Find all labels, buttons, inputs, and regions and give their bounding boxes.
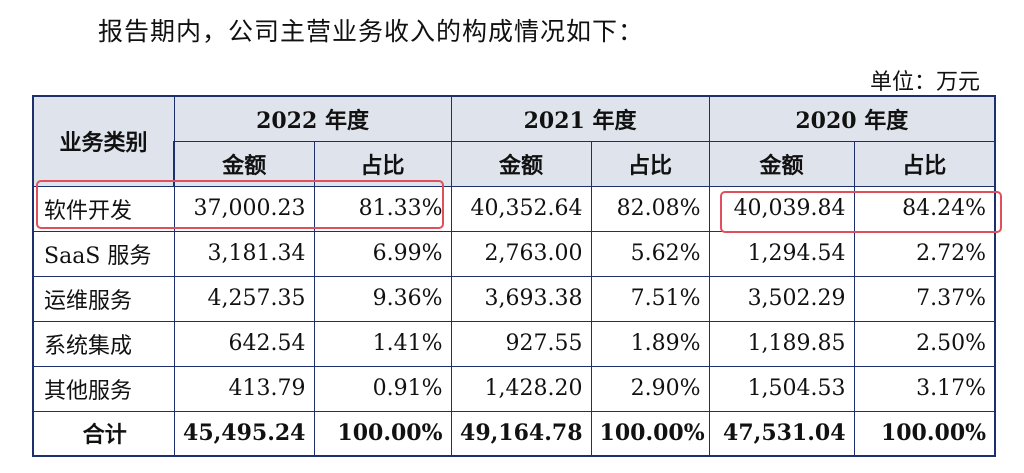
amount-cell: 1,504.53 bbox=[708, 365, 855, 412]
amount-cell: 40,039.84 bbox=[708, 185, 855, 232]
amount-cell: 642.54 bbox=[173, 320, 315, 367]
amount-cell: 40,352.64 bbox=[450, 185, 592, 232]
ratio-cell: 2.72% bbox=[853, 230, 997, 277]
total-ratio-cell: 100.00% bbox=[313, 410, 452, 457]
ratio-header: 占比 bbox=[590, 140, 710, 187]
ratio-header: 占比 bbox=[313, 140, 452, 187]
amount-cell: 1,189.85 bbox=[708, 320, 855, 367]
year-header-2021: 2021 年度 bbox=[450, 95, 710, 142]
total-amount-cell: 47,531.04 bbox=[708, 410, 855, 457]
header-row-years: 业务类别 2022 年度 2021 年度 2020 年度 bbox=[32, 95, 997, 187]
amount-header: 金额 bbox=[450, 140, 592, 187]
table-row: 软件开发 37,000.23 81.33% 40,352.64 82.08% 4… bbox=[32, 185, 997, 232]
ratio-cell: 82.08% bbox=[590, 185, 710, 232]
row-category: 运维服务 bbox=[32, 275, 175, 322]
row-category: SaaS 服务 bbox=[32, 230, 175, 277]
ratio-cell: 7.37% bbox=[853, 275, 997, 322]
amount-header: 金额 bbox=[708, 140, 855, 187]
ratio-cell: 84.24% bbox=[853, 185, 997, 232]
amount-header: 金额 bbox=[173, 140, 315, 187]
total-ratio-cell: 100.00% bbox=[590, 410, 710, 457]
total-ratio-cell: 100.00% bbox=[853, 410, 997, 457]
row-category: 其他服务 bbox=[32, 365, 175, 412]
total-amount-cell: 49,164.78 bbox=[450, 410, 592, 457]
header-row-metrics: 金额 占比 金额 占比 金额 占比 bbox=[33, 140, 997, 187]
ratio-cell: 1.41% bbox=[313, 320, 452, 367]
intro-paragraph: 报告期内，公司主营业务收入的构成情况如下： bbox=[98, 17, 645, 46]
year-header-2020: 2020 年度 bbox=[708, 95, 997, 142]
category-header: 业务类别 bbox=[32, 95, 175, 187]
table-row: 其他服务 413.79 0.91% 1,428.20 2.90% 1,504.5… bbox=[32, 365, 997, 412]
total-row: 合计 45,495.24 100.00% 49,164.78 100.00% 4… bbox=[32, 410, 997, 457]
ratio-cell: 9.36% bbox=[313, 275, 452, 322]
amount-cell: 1,294.54 bbox=[708, 230, 855, 277]
ratio-cell: 6.99% bbox=[313, 230, 452, 277]
ratio-cell: 7.51% bbox=[590, 275, 710, 322]
ratio-cell: 2.50% bbox=[853, 320, 997, 367]
amount-cell: 3,693.38 bbox=[450, 275, 592, 322]
ratio-cell: 5.62% bbox=[590, 230, 710, 277]
amount-cell: 413.79 bbox=[173, 365, 315, 412]
amount-cell: 927.55 bbox=[450, 320, 592, 367]
row-category: 系统集成 bbox=[32, 320, 175, 367]
ratio-cell: 3.17% bbox=[853, 365, 997, 412]
amount-cell: 1,428.20 bbox=[450, 365, 592, 412]
amount-cell: 3,181.34 bbox=[173, 230, 315, 277]
total-label: 合计 bbox=[32, 410, 175, 457]
amount-cell: 3,502.29 bbox=[708, 275, 855, 322]
ratio-cell: 1.89% bbox=[590, 320, 710, 367]
ratio-header: 占比 bbox=[853, 140, 997, 187]
ratio-cell: 0.91% bbox=[313, 365, 452, 412]
amount-cell: 4,257.35 bbox=[173, 275, 315, 322]
total-amount-cell: 45,495.24 bbox=[173, 410, 315, 457]
ratio-cell: 81.33% bbox=[313, 185, 452, 232]
amount-cell: 37,000.23 bbox=[173, 185, 315, 232]
table-row: 运维服务 4,257.35 9.36% 3,693.38 7.51% 3,502… bbox=[32, 275, 997, 322]
table-row: SaaS 服务 3,181.34 6.99% 2,763.00 5.62% 1,… bbox=[32, 230, 997, 277]
row-category: 软件开发 bbox=[32, 185, 175, 232]
year-header-2022: 2022 年度 bbox=[173, 95, 452, 142]
revenue-composition-table: 业务类别 2022 年度 2021 年度 2020 年度 金额 占比 金额 占比… bbox=[32, 95, 997, 457]
table-row: 系统集成 642.54 1.41% 927.55 1.89% 1,189.85 … bbox=[32, 320, 997, 367]
unit-label: 单位：万元 bbox=[869, 70, 980, 95]
ratio-cell: 2.90% bbox=[590, 365, 710, 412]
amount-cell: 2,763.00 bbox=[450, 230, 592, 277]
